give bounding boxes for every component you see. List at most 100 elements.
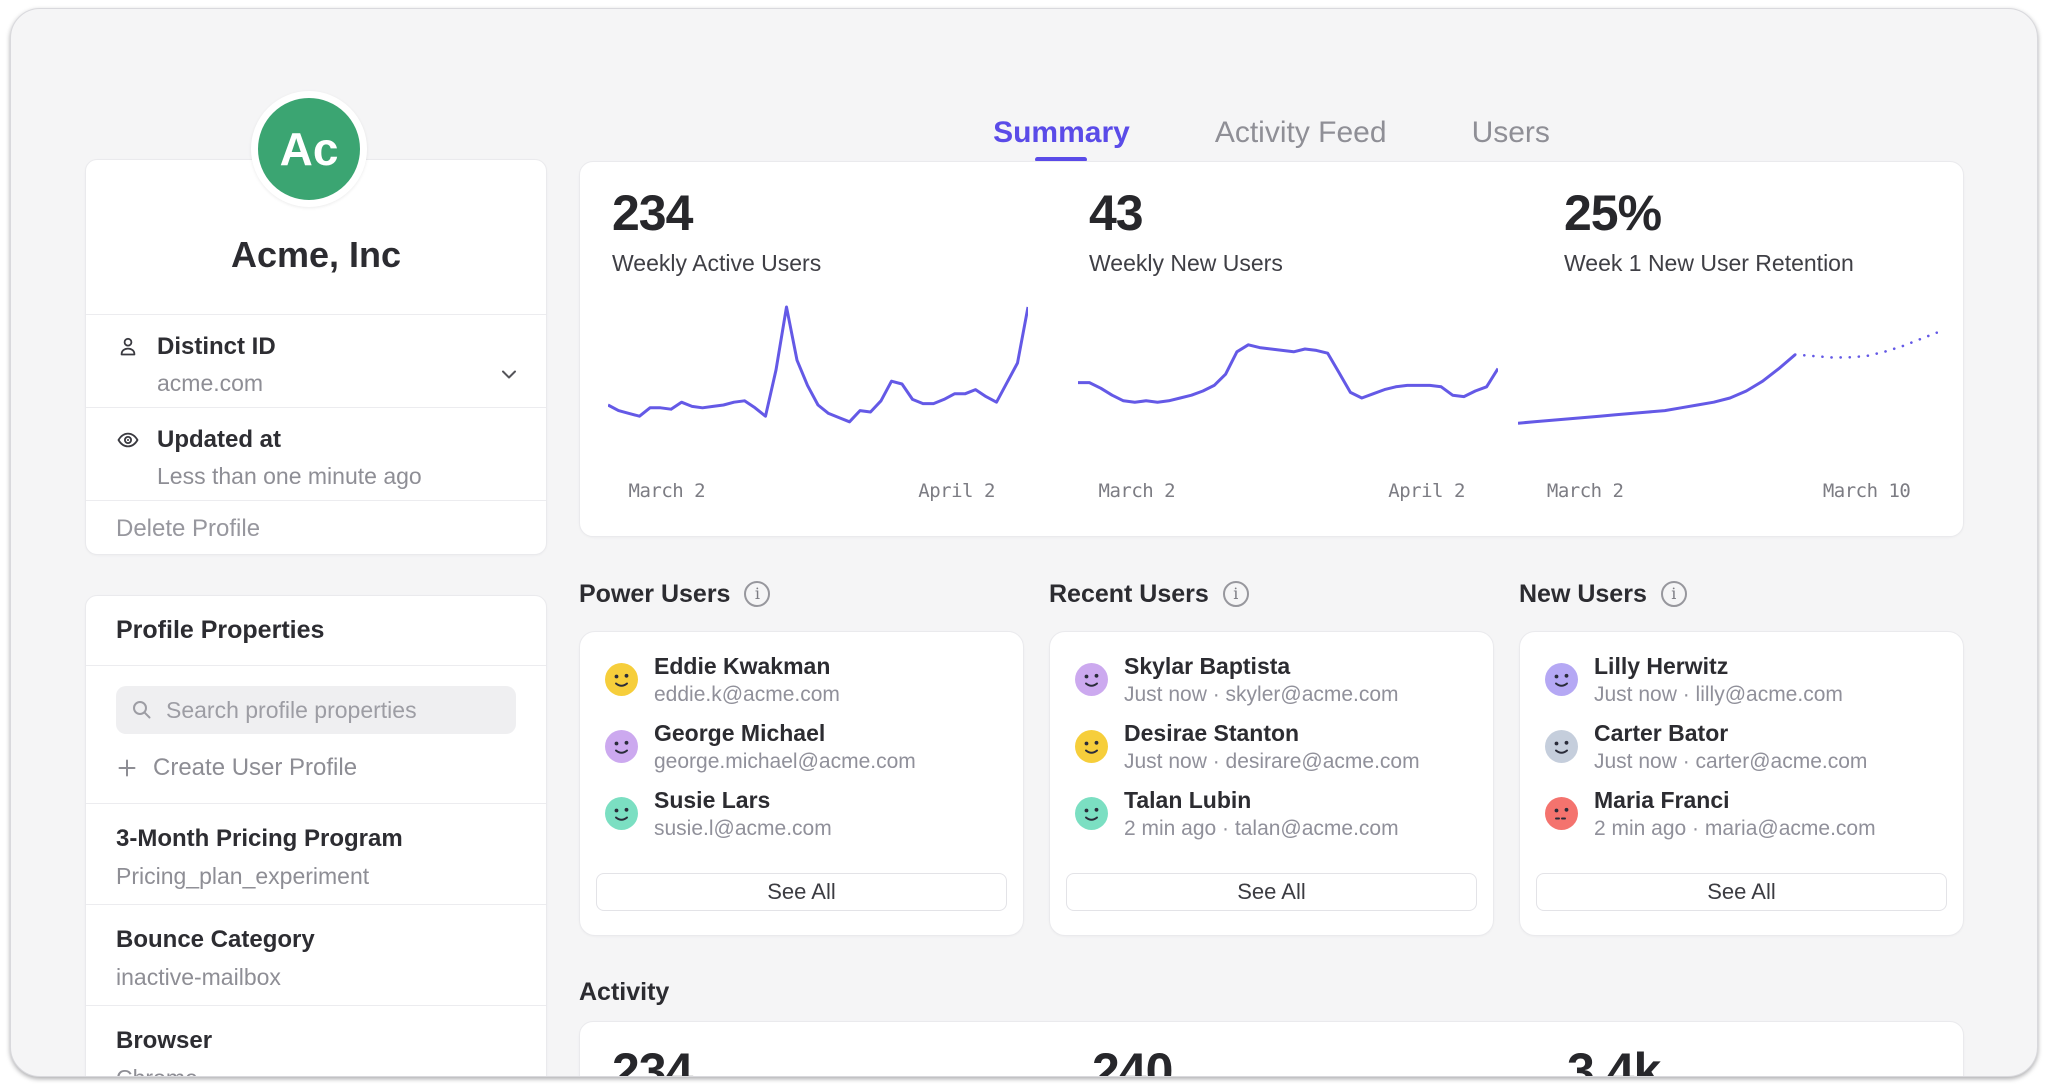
user-name: Susie Lars bbox=[654, 787, 832, 813]
user-meta: susie.l@acme.com bbox=[654, 817, 832, 841]
x-axis-tick: April 2 bbox=[1388, 480, 1465, 502]
stat-weekly-new-users: 43 Weekly New Users bbox=[1089, 186, 1283, 277]
week1-retention-chart: March 2 March 10 bbox=[1518, 302, 1938, 502]
tab-summary[interactable]: Summary bbox=[993, 113, 1130, 153]
user-row[interactable]: George Michael george.michael@acme.com bbox=[580, 713, 1023, 780]
stat-label: Weekly Active Users bbox=[612, 250, 821, 277]
section-title: New Users bbox=[1519, 580, 1647, 609]
user-name: Skylar Baptista bbox=[1124, 653, 1399, 679]
see-all-label: See All bbox=[767, 879, 836, 905]
stat-week1-retention: 25% Week 1 New User Retention bbox=[1564, 186, 1854, 277]
delete-profile-button[interactable]: Delete Profile bbox=[86, 500, 546, 557]
user-avatar bbox=[1545, 730, 1578, 763]
property-row[interactable]: Bounce Category inactive-mailbox bbox=[86, 905, 546, 1006]
updated-at-row: Updated at Less than one minute ago bbox=[86, 407, 546, 500]
create-user-profile-label: Create User Profile bbox=[153, 754, 357, 782]
power-users-card: Eddie Kwakman eddie.k@acme.com George Mi… bbox=[579, 631, 1024, 936]
user-row[interactable]: Eddie Kwakman eddie.k@acme.com bbox=[580, 646, 1023, 713]
user-name: George Michael bbox=[654, 720, 916, 746]
face-icon bbox=[605, 797, 638, 830]
face-icon bbox=[1075, 663, 1108, 696]
see-all-button[interactable]: See All bbox=[596, 873, 1007, 911]
property-label: 3-Month Pricing Program bbox=[116, 825, 516, 853]
user-avatar bbox=[1545, 663, 1578, 696]
property-label: Bounce Category bbox=[116, 926, 516, 954]
company-avatar-initials: Ac bbox=[280, 122, 339, 176]
face-icon bbox=[1075, 730, 1108, 763]
user-meta: Just now · skyler@acme.com bbox=[1124, 683, 1399, 707]
property-value: inactive-mailbox bbox=[116, 964, 516, 991]
user-row[interactable]: Lilly Herwitz Just now · lilly@acme.com bbox=[1520, 646, 1963, 713]
user-avatar bbox=[605, 663, 638, 696]
x-axis-tick: March 10 bbox=[1823, 480, 1911, 502]
recent-users-section: Recent Users i Skylar Baptista Just now … bbox=[1049, 577, 1494, 936]
property-row[interactable]: 3-Month Pricing Program Pricing_plan_exp… bbox=[86, 804, 546, 905]
search-profile-properties-input[interactable] bbox=[164, 696, 502, 725]
face-icon bbox=[1545, 663, 1578, 696]
activity-stat-value: 3.4k bbox=[1567, 1042, 1660, 1077]
activity-title: Activity bbox=[579, 977, 669, 1007]
new-users-section: New Users i Lilly Herwitz Just now · lil… bbox=[1519, 577, 1964, 936]
x-axis-tick: April 2 bbox=[918, 480, 995, 502]
stat-label: Week 1 New User Retention bbox=[1564, 250, 1854, 277]
user-name: Eddie Kwakman bbox=[654, 653, 840, 679]
create-user-profile-button[interactable]: Create User Profile bbox=[116, 754, 516, 782]
field-value: Less than one minute ago bbox=[157, 463, 422, 490]
user-meta: eddie.k@acme.com bbox=[654, 683, 840, 707]
distinct-id-row: Distinct ID acme.com bbox=[86, 314, 546, 407]
face-icon bbox=[1545, 730, 1578, 763]
user-row[interactable]: Susie Lars susie.l@acme.com bbox=[580, 780, 1023, 847]
user-meta: Just now · lilly@acme.com bbox=[1594, 683, 1843, 707]
info-icon[interactable]: i bbox=[1661, 581, 1687, 607]
user-row[interactable]: Carter Bator Just now · carter@acme.com bbox=[1520, 713, 1963, 780]
user-avatar bbox=[1545, 797, 1578, 830]
field-label: Updated at bbox=[157, 426, 422, 454]
tab-activity-feed[interactable]: Activity Feed bbox=[1215, 113, 1387, 153]
user-avatar bbox=[1075, 797, 1108, 830]
tab-users[interactable]: Users bbox=[1472, 113, 1550, 153]
user-name: Carter Bator bbox=[1594, 720, 1867, 746]
user-row[interactable]: Desirae Stanton Just now · desirare@acme… bbox=[1050, 713, 1493, 780]
weekly-active-users-chart: March 2 April 2 bbox=[608, 302, 1028, 502]
user-row[interactable]: Skylar Baptista Just now · skyler@acme.c… bbox=[1050, 646, 1493, 713]
profile-properties-tools: Create User Profile bbox=[86, 666, 546, 804]
user-meta: Just now · carter@acme.com bbox=[1594, 750, 1867, 774]
tab-label: Users bbox=[1472, 116, 1550, 149]
field-label: Distinct ID bbox=[157, 333, 276, 361]
chevron-down-icon[interactable] bbox=[496, 361, 522, 387]
tab-label: Summary bbox=[993, 116, 1130, 149]
recent-users-card: Skylar Baptista Just now · skyler@acme.c… bbox=[1049, 631, 1494, 936]
property-label: Browser bbox=[116, 1027, 516, 1055]
user-row[interactable]: Maria Franci 2 min ago · maria@acme.com bbox=[1520, 780, 1963, 847]
user-row[interactable]: Talan Lubin 2 min ago · talan@acme.com bbox=[1050, 780, 1493, 847]
see-all-button[interactable]: See All bbox=[1536, 873, 1947, 911]
user-name: Desirae Stanton bbox=[1124, 720, 1420, 746]
x-axis-tick: March 2 bbox=[1099, 480, 1176, 502]
face-icon bbox=[1075, 797, 1108, 830]
field-value: acme.com bbox=[157, 370, 276, 397]
user-avatar bbox=[605, 797, 638, 830]
app-window: Ac Acme, Inc Distinct ID acme.com bbox=[10, 8, 2038, 1077]
stat-value: 234 bbox=[612, 186, 821, 240]
face-icon bbox=[605, 730, 638, 763]
stat-weekly-active-users: 234 Weekly Active Users bbox=[612, 186, 821, 277]
profile-properties-card: Profile Properties Create User Profile 3… bbox=[85, 595, 547, 1077]
activity-stat-value: 240 bbox=[1092, 1042, 1172, 1077]
see-all-button[interactable]: See All bbox=[1066, 873, 1477, 911]
user-avatar bbox=[1075, 663, 1108, 696]
info-icon[interactable]: i bbox=[744, 581, 770, 607]
profile-tabs: Summary Activity Feed Users bbox=[569, 113, 1974, 153]
property-value: Chrome bbox=[116, 1065, 516, 1077]
property-row[interactable]: Browser Chrome bbox=[86, 1006, 546, 1077]
user-meta: 2 min ago · maria@acme.com bbox=[1594, 817, 1876, 841]
info-icon[interactable]: i bbox=[1223, 581, 1249, 607]
face-icon bbox=[1545, 797, 1578, 830]
x-axis-tick: March 2 bbox=[629, 480, 706, 502]
user-avatar bbox=[1075, 730, 1108, 763]
user-name: Lilly Herwitz bbox=[1594, 653, 1843, 679]
user-meta: 2 min ago · talan@acme.com bbox=[1124, 817, 1399, 841]
summary-stats-card: 234 Weekly Active Users 43 Weekly New Us… bbox=[579, 161, 1964, 537]
search-box[interactable] bbox=[116, 686, 516, 734]
search-icon bbox=[130, 698, 154, 722]
user-avatar bbox=[605, 730, 638, 763]
